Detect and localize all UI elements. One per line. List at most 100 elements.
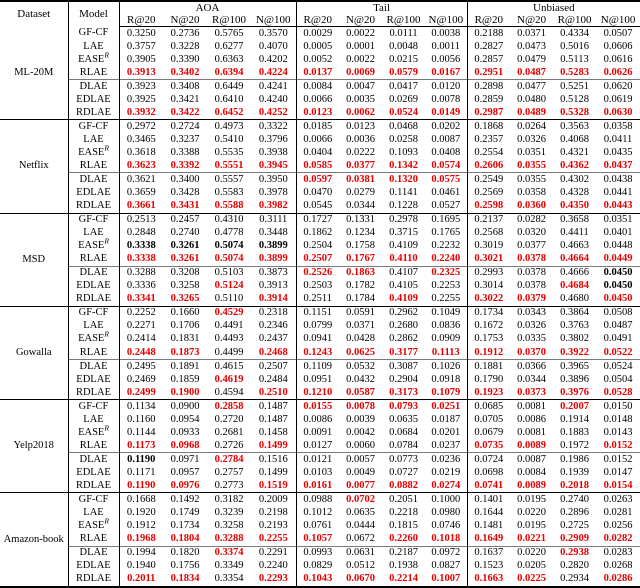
- model-label: DLAE: [67, 545, 119, 560]
- model-label: EDLAE: [67, 93, 119, 107]
- metric-cell: 0.2724: [163, 119, 207, 134]
- metric-cell: 0.2987: [466, 106, 511, 120]
- metric-cell: 0.0202: [425, 119, 468, 134]
- metric-cell: 0.2784: [207, 452, 251, 467]
- metric-cell: 0.3570: [258, 27, 288, 39]
- metric-cell: 0.0702: [339, 492, 383, 507]
- metric-cell: 0.2468: [258, 346, 288, 358]
- metric-cell: 0.1151: [295, 305, 340, 320]
- metric-cell: 0.0401: [603, 227, 633, 239]
- metric-cell: 0.0480: [517, 93, 546, 105]
- metric-cell: 0.1210: [295, 386, 340, 400]
- metric-cell: 0.3621: [118, 172, 163, 187]
- metric-cell: 0.2051: [382, 492, 426, 507]
- model-label: EASER: [67, 423, 119, 440]
- metric-cell: 0.4334: [560, 27, 589, 39]
- metric-cell: 0.1706: [170, 320, 200, 332]
- metric-cell: 0.1144: [118, 426, 163, 440]
- table-row: RLAE 0.3338 0.3261 0.5074 0.3899 0.2507 0.1767…: [0, 252, 640, 267]
- metric-cell: 0.0066: [295, 133, 340, 147]
- metric-cell: 0.0282: [510, 212, 554, 227]
- table-row: RDLAE 0.2499 0.1900 0.4594 0.2510 0.1210 0.058…: [0, 386, 640, 400]
- model-label: RDLAE: [67, 292, 119, 307]
- metric-cell: 0.0167: [431, 66, 461, 78]
- metric-cell: 0.1668: [118, 492, 163, 507]
- metric-cell: 0.0089: [517, 439, 546, 451]
- metric-cell: 0.2736: [170, 27, 200, 39]
- model-label: EDLAE: [67, 186, 119, 200]
- metric-cell: 0.1243: [295, 345, 340, 360]
- metric-cell: 0.1487: [258, 413, 288, 425]
- metric-cell: 0.2848: [118, 226, 163, 240]
- metric-cell: 0.1784: [346, 293, 375, 305]
- metric-cell: 0.1113: [431, 346, 460, 358]
- metric-cell: 0.4615: [207, 359, 251, 374]
- table-row: DLAE 0.3621 0.3400 0.5557 0.3950 0.0597 0.0381…: [0, 172, 640, 187]
- model-label: LAE: [67, 506, 119, 520]
- metric-cell: 0.4350: [560, 200, 589, 212]
- group-header-unbiased: Unbiased: [466, 1, 640, 14]
- model-superscript: R: [104, 423, 109, 433]
- metric-cell: 0.1049: [425, 305, 468, 320]
- metric-cell: 0.0377: [346, 159, 375, 171]
- metric-cell: 0.3932: [118, 106, 163, 120]
- metric-cell: 0.0829: [295, 559, 340, 573]
- metric-cell: 0.2457: [163, 212, 207, 227]
- metric-cell: 0.5124: [214, 280, 244, 292]
- model-label: EASER: [67, 144, 119, 160]
- dataset-label: Netflix: [0, 119, 68, 214]
- dataset-label: MSD: [0, 212, 68, 307]
- metric-cell: 0.0450: [596, 265, 640, 280]
- metric-cell: 0.0448: [603, 240, 633, 252]
- metric-cell: 0.5410: [214, 133, 244, 145]
- metric-cell: 0.1695: [425, 212, 468, 227]
- metric-cell: 0.1862: [295, 226, 340, 240]
- metric-cell: 0.3338: [118, 239, 163, 253]
- metric-cell: 0.0507: [603, 27, 633, 39]
- model-label: RLAE: [67, 66, 119, 80]
- metric-cell: 0.0152: [603, 439, 633, 451]
- metric-cell: 0.0251: [425, 399, 468, 414]
- metric-cell: 0.3914: [258, 293, 288, 305]
- metric-cell: 0.1986: [553, 452, 597, 467]
- metric-cell: 0.0684: [389, 426, 418, 438]
- metric-cell: 0.0522: [603, 346, 633, 358]
- metric-cell: 0.3945: [258, 159, 288, 171]
- metric-cell: 0.5328: [560, 106, 589, 118]
- metric-cell: 0.4321: [560, 146, 589, 158]
- model-label: EDLAE: [67, 373, 119, 387]
- metric-cell: 0.0371: [517, 27, 546, 39]
- metric-cell: 0.4109: [389, 293, 418, 305]
- metric-cell: 0.0320: [517, 227, 546, 239]
- metric-cell: 0.3618: [118, 146, 163, 160]
- metric-cell: 0.0279: [346, 187, 375, 199]
- metric-cell: 0.4362: [560, 159, 589, 171]
- metric-cell: 0.0281: [603, 507, 633, 519]
- metric-cell: 0.3976: [560, 386, 589, 398]
- metric-cell: 0.2511: [295, 292, 340, 307]
- table-row: DLAE 0.2495 0.1891 0.4615 0.2507 0.1109 0.0532…: [0, 359, 640, 374]
- metric-cell: 0.0283: [596, 545, 640, 560]
- metric-cell: 0.3899: [258, 253, 288, 265]
- metric-cell: 0.2513: [118, 212, 163, 227]
- metric-cell: 0.0597: [295, 172, 340, 187]
- metric-cell: 0.3913: [118, 66, 163, 80]
- metric-cell: 0.0631: [339, 545, 383, 560]
- metric-cell: 0.0371: [346, 320, 375, 332]
- model-label: DLAE: [67, 452, 119, 467]
- metric-cell: 0.2214: [389, 573, 418, 585]
- model-label: LAE: [67, 226, 119, 240]
- metric-cell: 0.0432: [346, 373, 375, 385]
- column-header-aoa-n20: N@20: [163, 14, 207, 27]
- metric-cell: 0.3408: [163, 79, 207, 94]
- metric-cell: 0.2198: [258, 507, 288, 519]
- metric-cell: 0.0527: [431, 200, 461, 212]
- metric-cell: 0.0286: [603, 573, 633, 585]
- metric-cell: 0.4107: [382, 265, 426, 280]
- metric-cell: 0.3177: [389, 346, 418, 358]
- model-superscript: R: [104, 236, 109, 246]
- metric-cell: 0.4493: [214, 333, 244, 345]
- metric-cell: 0.0988: [295, 492, 340, 507]
- metric-cell: 0.0256: [603, 520, 633, 532]
- metric-cell: 0.3659: [118, 186, 163, 200]
